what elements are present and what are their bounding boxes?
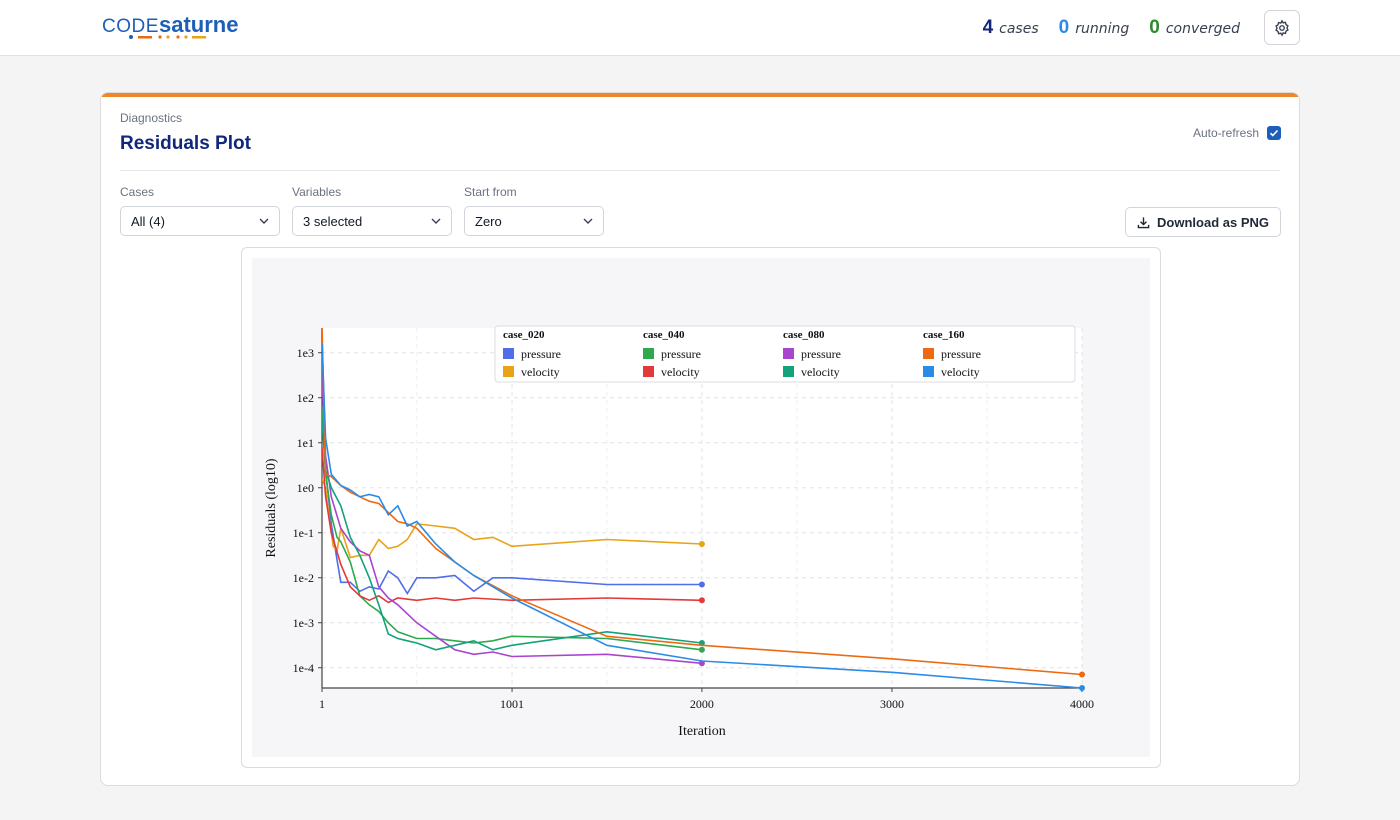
- plot-frame: 1 1001 2000 3000 4000 1e3 1e2 1e1 1e0 1e-1 1e-2 1e-…: [241, 247, 1161, 768]
- variables-filter-label: Variables: [292, 185, 342, 199]
- chevron-down-icon: [259, 218, 269, 224]
- page-title: Residuals Plot: [120, 133, 251, 154]
- legend-entry-label: pressure: [941, 347, 981, 361]
- start-from-select[interactable]: Zero: [464, 206, 604, 236]
- plot-area: 1 1001 2000 3000 4000 1e3 1e2 1e1 1e0 1e-1 1e-2 1e-…: [252, 258, 1150, 757]
- start-from-select-value: Zero: [475, 213, 502, 229]
- stat-converged-label: converged: [1165, 21, 1240, 37]
- series-line: [322, 420, 702, 651]
- legend-entry-label: pressure: [801, 347, 841, 361]
- chart-legend: case_020 pressure velocity case_040 pressure…: [494, 325, 1076, 383]
- cases-filter-label: Cases: [120, 185, 155, 199]
- y-tick-label: 1e0: [297, 481, 314, 495]
- start-from-label: Start from: [464, 185, 517, 199]
- legend-group-title: case_040: [643, 329, 685, 341]
- legend-swatch: [923, 366, 934, 377]
- panel-eyebrow: Diagnostics: [120, 111, 183, 125]
- legend-swatch: [643, 348, 654, 359]
- series-end-point: [1079, 685, 1085, 691]
- logo-word-code: CODE: [102, 16, 159, 37]
- variables-select[interactable]: 3 selected: [292, 206, 452, 236]
- download-png-button[interactable]: Download as PNG: [1125, 207, 1281, 237]
- legend-entry-label: velocity: [661, 365, 700, 379]
- stat-running-value: 0: [1058, 17, 1070, 38]
- stat-converged-value: 0: [1149, 17, 1160, 38]
- series-line: [322, 375, 702, 665]
- y-tick-label: 1e-1: [293, 526, 314, 540]
- x-tick-label: 4000: [1070, 697, 1094, 711]
- x-tick-label: 3000: [880, 697, 904, 711]
- y-tick-label: 1e1: [297, 436, 314, 450]
- start-from-filter: Start from Zero: [464, 185, 604, 236]
- y-axis-title: Residuals (log10): [264, 458, 279, 557]
- logo-dots-decoration: [129, 35, 206, 39]
- variables-select-value: 3 selected: [303, 213, 363, 229]
- legend-group-title: case_020: [503, 329, 545, 341]
- check-icon: [1269, 129, 1279, 137]
- chevron-down-icon: [583, 218, 593, 224]
- x-axis-title: Iteration: [678, 724, 725, 739]
- y-tick-label: 1e-2: [293, 571, 314, 585]
- residuals-panel: Diagnostics Residuals Plot Auto-refresh …: [100, 92, 1300, 786]
- series-line: [322, 447, 702, 604]
- legend-swatch: [923, 348, 934, 359]
- residuals-chart: 1 1001 2000 3000 4000 1e3 1e2 1e1 1e0 1e-1 1e-2 1e-…: [264, 325, 1094, 739]
- legend-entry-label: pressure: [521, 347, 561, 361]
- cases-select[interactable]: All (4): [120, 206, 280, 236]
- download-button-label: Download as PNG: [1157, 214, 1269, 230]
- legend-swatch: [503, 348, 514, 359]
- legend-entry-label: velocity: [941, 365, 980, 379]
- stat-running-label: running: [1075, 21, 1130, 37]
- legend-entry-label: velocity: [801, 365, 840, 379]
- download-icon: [1137, 216, 1150, 228]
- series-line: [322, 334, 702, 596]
- series-end-point: [698, 646, 705, 653]
- legend-swatch: [783, 366, 794, 377]
- legend-swatch: [783, 348, 794, 359]
- stat-cases-value: 4: [982, 17, 994, 38]
- series-line: [322, 343, 1083, 689]
- series-end-point: [698, 541, 705, 547]
- legend-group-title: case_080: [783, 329, 825, 341]
- legend-swatch: [503, 366, 514, 377]
- auto-refresh-label: Auto-refresh: [1192, 126, 1259, 140]
- stat-converged: 0 converged: [1149, 17, 1240, 39]
- series-line: [322, 478, 702, 559]
- y-tick-label: 1e3: [297, 346, 314, 360]
- top-bar: CODE saturne 4 cases 0 running 0 converg…: [0, 0, 1400, 56]
- series-line: [322, 406, 702, 651]
- chevron-down-icon: [431, 218, 441, 224]
- stat-cases: 4 cases: [983, 17, 1039, 39]
- auto-refresh-checkbox[interactable]: [1267, 126, 1281, 140]
- settings-button[interactable]: [1264, 10, 1300, 45]
- header-divider: [120, 170, 1280, 171]
- x-tick-label: 1001: [500, 697, 524, 711]
- gear-icon: [1275, 19, 1289, 36]
- stat-cases-label: cases: [999, 21, 1039, 37]
- auto-refresh-toggle[interactable]: Auto-refresh: [1193, 126, 1281, 140]
- logo-word-saturne: saturne: [159, 12, 239, 37]
- y-tick-label: 1e-3: [293, 616, 314, 630]
- legend-entry-label: velocity: [521, 365, 560, 379]
- stat-running: 0 running: [1059, 17, 1130, 39]
- series-end-point: [698, 597, 705, 604]
- x-tick-label: 1: [319, 697, 325, 711]
- cases-select-value: All (4): [131, 213, 165, 229]
- cases-filter: Cases All (4): [120, 185, 280, 236]
- legend-swatch: [643, 366, 654, 377]
- legend-entry-label: pressure: [661, 347, 701, 361]
- series-end-point: [1079, 671, 1085, 678]
- case-stats: 4 cases 0 running 0 converged: [983, 17, 1240, 39]
- variables-filter: Variables 3 selected: [292, 185, 452, 236]
- series-end-point: [698, 581, 705, 588]
- panel-accent-bar: [101, 93, 1299, 97]
- y-tick-label: 1e2: [297, 391, 314, 405]
- x-tick-label: 2000: [690, 697, 714, 711]
- legend-group-title: case_160: [923, 329, 965, 341]
- y-tick-label: 1e-4: [293, 661, 314, 675]
